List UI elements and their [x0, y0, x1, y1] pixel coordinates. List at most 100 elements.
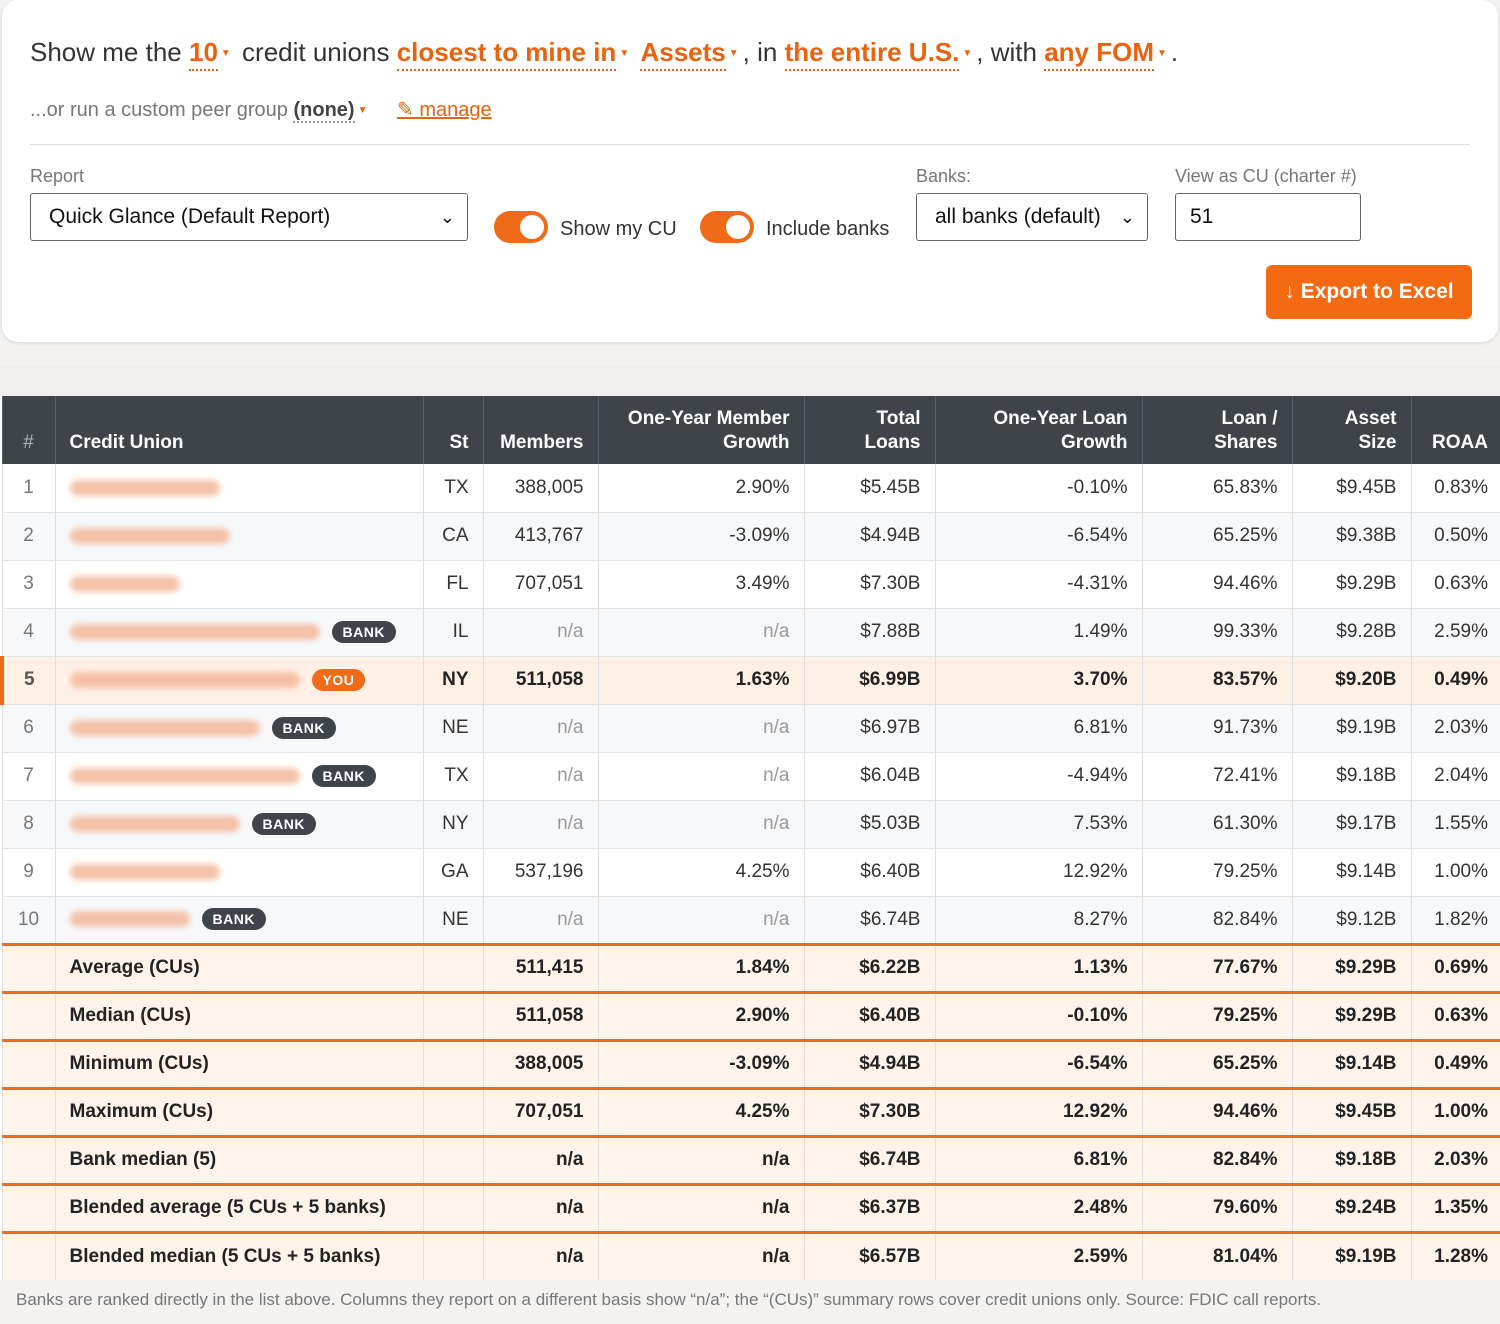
summary-state — [422, 1134, 483, 1184]
col-loan-growth[interactable]: One-Year Loan Growth — [934, 396, 1142, 464]
query-sentence: Show me the 10 ▼ credit unions closest to… — [30, 32, 1178, 74]
cell-mgrowth: 4.25% — [597, 848, 804, 897]
include-banks-toggle[interactable] — [700, 211, 754, 243]
summary-spacer — [1, 1038, 55, 1088]
summary-row: Bank median (5) n/a n/a $6.74B 6.81% 82.84% $9… — [1, 1134, 1500, 1184]
cell-ls: 83.57% — [1141, 656, 1292, 705]
cell-lgrowth: -4.94% — [934, 752, 1142, 801]
row-state: FL — [422, 560, 483, 609]
cell-mgrowth: n/a — [597, 704, 804, 753]
cell-asset: $9.12B — [1291, 896, 1411, 945]
col-rank[interactable]: # — [1, 396, 55, 464]
summary-ls: 81.04% — [1141, 1230, 1292, 1280]
redacted-name — [69, 863, 220, 880]
bank-badge: BANK — [271, 716, 336, 739]
manage-link[interactable]: ✎ manage — [397, 99, 492, 121]
col-roaa[interactable]: ROAA — [1410, 396, 1500, 464]
table-row[interactable]: 2 CA 413,767 -3.09% $4.94B -6.54% 65.25% $9.38B… — [1, 512, 1500, 561]
report-select[interactable]: Quick Glance (Default Report) ⌄ — [30, 193, 468, 241]
cell-mgrowth: -3.09% — [597, 512, 804, 561]
table-row[interactable]: 5 YOU NY 511,058 1.63% $6.99B 3.70% 83.57% $9.20… — [0, 656, 1500, 705]
query-text-in: , in — [742, 37, 778, 67]
summary-ls: 94.46% — [1141, 1086, 1292, 1136]
table-header-row: # Credit Union St Members One-Year Membe… — [1, 396, 1500, 464]
credit-union-name[interactable] — [54, 512, 423, 561]
caret-down-icon[interactable]: ▼ — [1157, 48, 1167, 60]
summary-members: 511,415 — [482, 942, 598, 992]
summary-mgrowth: -3.09% — [597, 1038, 804, 1088]
fom-picker[interactable]: any FOM — [1044, 37, 1155, 71]
col-state[interactable]: St — [422, 396, 483, 464]
table-row[interactable]: 4 BANK IL n/a n/a $7.88B 1.49% 99.33% $9.28B 2.59… — [1, 608, 1500, 657]
cell-roaa: 1.00% — [1410, 848, 1500, 897]
banks-label: Banks: — [916, 166, 972, 186]
redacted-name — [69, 767, 300, 784]
summary-members: 707,051 — [482, 1086, 598, 1136]
row-state: IL — [422, 608, 483, 657]
charter-input[interactable]: 51 — [1175, 193, 1361, 241]
region-picker[interactable]: the entire U.S. — [784, 37, 960, 71]
table-row[interactable]: 7 BANK TX n/a n/a $6.04B -4.94% 72.41% $9.18B 2.0… — [1, 752, 1500, 801]
credit-union-name[interactable]: BANK — [54, 896, 423, 945]
col-members[interactable]: Members — [482, 396, 598, 464]
col-asset-size[interactable]: Asset Size — [1291, 396, 1411, 464]
summary-loans: $6.40B — [803, 990, 935, 1040]
show-my-cu-toggle[interactable] — [494, 211, 548, 243]
col-total-loans[interactable]: Total Loans — [803, 396, 935, 464]
row-rank: 4 — [1, 608, 55, 657]
summary-roaa: 1.28% — [1410, 1230, 1500, 1280]
caret-down-icon[interactable]: ▼ — [619, 48, 630, 60]
count-picker[interactable]: 10 — [188, 37, 218, 71]
row-rank: 6 — [1, 704, 55, 753]
summary-members: n/a — [482, 1182, 598, 1232]
credit-union-name[interactable]: BANK — [54, 800, 423, 849]
credit-union-name[interactable] — [54, 560, 423, 609]
row-state: GA — [422, 848, 483, 897]
summary-mgrowth: 4.25% — [597, 1086, 804, 1136]
table-row[interactable]: 9 GA 537,196 4.25% $6.40B 12.92% 79.25% $9.14B 1… — [1, 848, 1500, 897]
col-loan-shares[interactable]: Loan / Shares — [1141, 396, 1292, 464]
credit-union-name[interactable]: YOU — [54, 656, 423, 705]
credit-union-name[interactable] — [54, 464, 423, 513]
table-row[interactable]: 8 BANK NY n/a n/a $5.03B 7.53% 61.30% $9.17B 1.55… — [1, 800, 1500, 849]
summary-asset: $9.14B — [1291, 1038, 1411, 1088]
table-row[interactable]: 1 TX 388,005 2.90% $5.45B -0.10% 65.83% $9.45B 0… — [1, 464, 1500, 513]
credit-union-name[interactable] — [54, 848, 423, 897]
col-member-growth[interactable]: One-Year Member Growth — [597, 396, 804, 464]
table-row[interactable]: 6 BANK NE n/a n/a $6.97B 6.81% 91.73% $9.19B 2.03… — [1, 704, 1500, 753]
table-row[interactable]: 3 FL 707,051 3.49% $7.30B -4.31% 94.46% $9.29B 0… — [1, 560, 1500, 609]
caret-down-icon[interactable]: ▼ — [962, 48, 973, 60]
cell-members: n/a — [482, 608, 598, 657]
cell-roaa: 1.82% — [1410, 896, 1500, 945]
cell-loans: $6.97B — [803, 704, 935, 753]
summary-lgrowth: 2.48% — [934, 1182, 1142, 1232]
credit-union-name[interactable]: BANK — [54, 608, 423, 657]
table-row[interactable]: 10 BANK NE n/a n/a $6.74B 8.27% 82.84% $9.12B 1.8… — [1, 896, 1500, 945]
summary-label: Bank median (5) — [54, 1134, 423, 1184]
col-credit-union[interactable]: Credit Union — [54, 396, 423, 464]
cell-asset: $9.45B — [1291, 464, 1411, 513]
custom-peer-picker[interactable]: (none) — [293, 99, 355, 123]
redacted-name — [69, 671, 300, 688]
cell-ls: 72.41% — [1141, 752, 1292, 801]
caret-down-icon[interactable]: ▼ — [220, 48, 231, 60]
credit-union-name[interactable]: BANK — [54, 752, 423, 801]
summary-members: 388,005 — [482, 1038, 598, 1088]
cell-asset: $9.20B — [1291, 656, 1411, 705]
query-text-period: . — [1170, 37, 1179, 67]
include-banks-label: Include banks — [766, 218, 890, 240]
cell-asset: $9.18B — [1291, 752, 1411, 801]
summary-mgrowth: n/a — [597, 1230, 804, 1280]
table-spacer — [0, 366, 1500, 396]
caret-down-icon[interactable]: ▼ — [357, 104, 368, 116]
export-excel-button[interactable]: ↓ Export to Excel — [1266, 265, 1472, 319]
row-rank: 9 — [1, 848, 55, 897]
caret-down-icon[interactable]: ▼ — [728, 48, 739, 60]
cell-lgrowth: -6.54% — [934, 512, 1142, 561]
comparison-picker[interactable]: closest to mine in — [396, 37, 617, 71]
credit-union-name[interactable]: BANK — [54, 704, 423, 753]
bank-badge: BANK — [331, 620, 396, 643]
cell-loans: $6.40B — [803, 848, 935, 897]
metric-picker[interactable]: Assets — [640, 37, 726, 71]
banks-select[interactable]: all banks (default) ⌄ — [916, 193, 1148, 241]
